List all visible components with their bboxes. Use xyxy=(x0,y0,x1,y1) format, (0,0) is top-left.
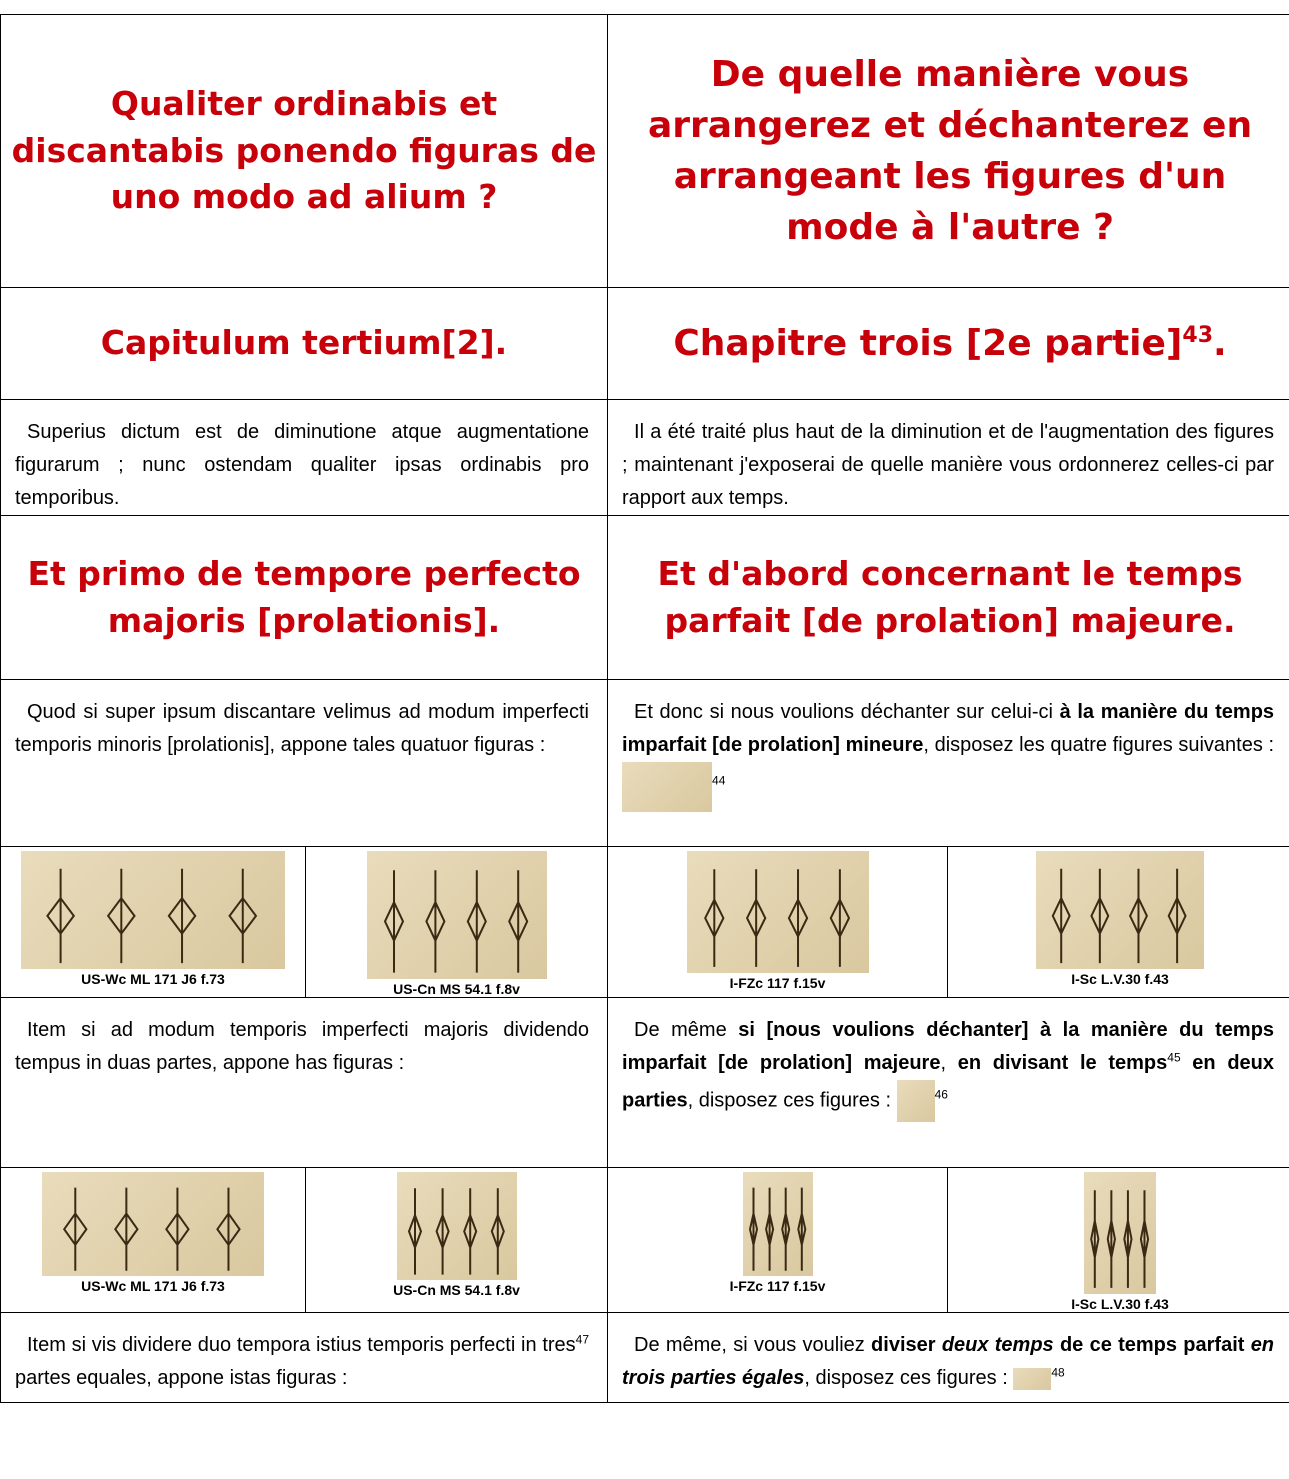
text-bold: en deux parties xyxy=(622,1052,1275,1112)
paragraph-french: De même si [nous voulions déchanter] à l… xyxy=(607,997,1289,1168)
text: . xyxy=(1213,322,1227,364)
figure-caption: US-Cn MS 54.1 f.8v xyxy=(393,1282,520,1298)
manuscript-image xyxy=(1084,1172,1157,1294)
manuscript-image xyxy=(42,1172,264,1276)
text-bold-italic: deux temps xyxy=(941,1334,1054,1356)
footnote-ref: 48 xyxy=(1051,1365,1065,1380)
manuscript-image xyxy=(21,851,285,969)
heading-french: Chapitre trois [2e partie]43. xyxy=(607,287,1289,400)
manuscript-image xyxy=(1036,851,1205,969)
figure-cell: US-Wc ML 171 J6 f.73 xyxy=(0,1167,306,1313)
text: , disposez ces figures : xyxy=(804,1367,1014,1389)
footnote-ref: 44 xyxy=(712,773,726,788)
paragraph-french: Et donc si nous voulions déchanter sur c… xyxy=(607,679,1289,847)
manuscript-image xyxy=(686,851,869,973)
figure-caption: I-Sc L.V.30 f.43 xyxy=(1071,1296,1169,1312)
paragraph-french: Il a été traité plus haut de la diminuti… xyxy=(607,399,1289,516)
inline-figure xyxy=(622,762,713,812)
text: Et donc si nous voulions déchanter sur c… xyxy=(634,701,1060,723)
text: De même, si vous vouliez xyxy=(634,1334,872,1356)
bilingual-table: Qualiter ordinabis et discantabis ponend… xyxy=(0,14,1289,1403)
heading-latin: Qualiter ordinabis et discantabis ponend… xyxy=(0,14,609,288)
text-bold: à la manière du temps imparfait [de prol… xyxy=(622,701,1275,756)
footnote-ref: 43 xyxy=(1182,322,1214,348)
figure-cell: I-Sc L.V.30 f.43 xyxy=(947,1167,1289,1313)
paragraph-latin: Quod si super ipsum discantare velimus a… xyxy=(0,679,609,847)
paragraph-french: De même, si vous vouliez diviser deux te… xyxy=(607,1312,1289,1403)
footnote-ref: 45 xyxy=(1167,1050,1181,1065)
figure-caption: I-Sc L.V.30 f.43 xyxy=(1071,971,1169,987)
heading-latin: Et primo de tempore perfecto majoris [pr… xyxy=(0,515,609,680)
text-bold: si [nous voulions déchanter] à la manièr… xyxy=(622,1019,1275,1074)
heading-latin: Capitulum tertium[2]. xyxy=(0,287,609,400)
figure-cell: US-Wc ML 171 J6 f.73 xyxy=(0,846,306,998)
footnote-ref: 46 xyxy=(934,1087,948,1102)
figure-cell: I-Sc L.V.30 f.43 xyxy=(947,846,1289,998)
figure-caption: US-Wc ML 171 J6 f.73 xyxy=(81,971,225,987)
figure-caption: US-Cn MS 54.1 f.8v xyxy=(393,981,520,997)
figure-caption: I-FZc 117 f.15v xyxy=(729,1278,826,1294)
manuscript-image xyxy=(366,851,547,979)
manuscript-image xyxy=(396,1172,517,1280)
text: De même xyxy=(634,1019,739,1041)
heading-french: De quelle manière vous arrangerez et déc… xyxy=(607,14,1289,288)
text: partes equales, appone istas figuras : xyxy=(15,1367,348,1389)
figure-caption: US-Wc ML 171 J6 f.73 xyxy=(81,1278,225,1294)
paragraph-latin: Item si ad modum temporis imperfecti maj… xyxy=(0,997,609,1168)
paragraph-latin: Item si vis dividere duo tempora istius … xyxy=(0,1312,609,1403)
figure-caption: I-FZc 117 f.15v xyxy=(729,975,826,991)
footnote-ref: 47 xyxy=(575,1332,590,1347)
text: , disposez les quatre figures suivantes … xyxy=(923,734,1275,756)
text: , xyxy=(940,1052,958,1074)
heading-french: Et d'abord concernant le temps parfait [… xyxy=(607,515,1289,680)
paragraph-latin: Superius dictum est de diminutione atque… xyxy=(0,399,609,516)
figure-cell: I-FZc 117 f.15v xyxy=(607,1167,949,1313)
text-bold: en divisant le temps xyxy=(957,1052,1168,1074)
text: Item si vis dividere duo tempora istius … xyxy=(27,1334,576,1356)
figure-cell: I-FZc 117 f.15v xyxy=(607,846,949,998)
text-bold-italic: en trois parties égales xyxy=(622,1334,1275,1389)
inline-figure xyxy=(896,1080,935,1122)
text: Chapitre trois [2e partie] xyxy=(673,322,1183,364)
inline-figure xyxy=(1013,1367,1052,1390)
text-bold: de ce temps parfait xyxy=(1053,1334,1251,1356)
figure-cell: US-Cn MS 54.1 f.8v xyxy=(304,1167,609,1313)
text-bold: diviser xyxy=(871,1334,942,1356)
manuscript-image xyxy=(742,1172,813,1276)
figure-cell: US-Cn MS 54.1 f.8v xyxy=(304,846,609,998)
text: , disposez ces figures : xyxy=(687,1089,897,1112)
